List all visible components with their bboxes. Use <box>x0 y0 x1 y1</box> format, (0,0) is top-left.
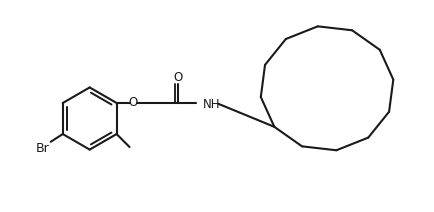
Text: Br: Br <box>36 142 50 155</box>
Text: NH: NH <box>203 98 220 111</box>
Text: O: O <box>173 71 183 84</box>
Text: O: O <box>128 96 138 109</box>
